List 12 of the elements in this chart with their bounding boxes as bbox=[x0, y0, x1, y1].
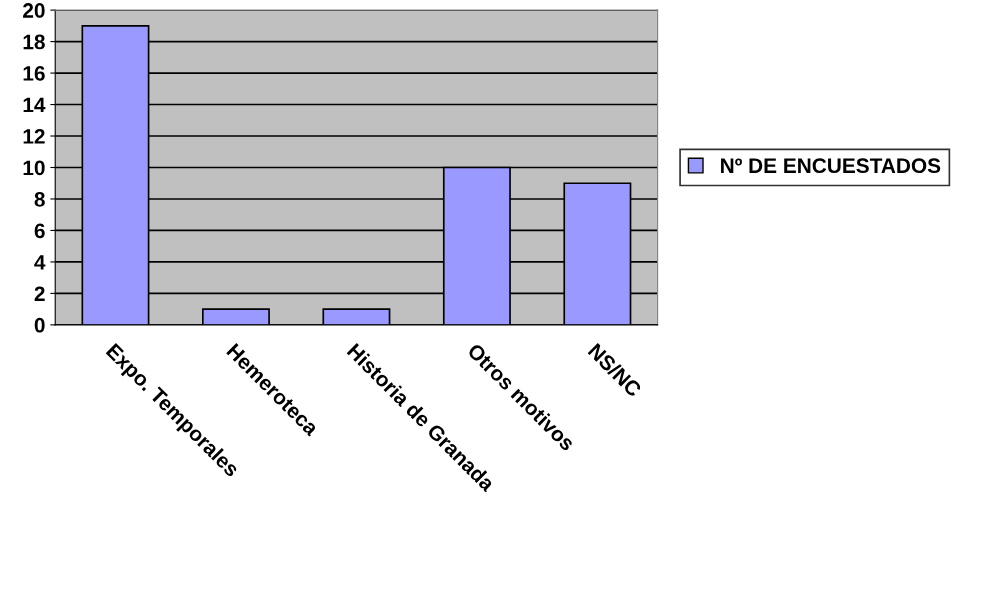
y-tick-label: 20 bbox=[23, 3, 45, 18]
y-tick-label: 18 bbox=[23, 34, 45, 50]
legend-label: Nº DE ENCUESTADOS bbox=[721, 158, 941, 174]
y-tick-label: 14 bbox=[23, 97, 46, 113]
y-tick-label: 2 bbox=[34, 286, 45, 301]
y-tick-label: 0 bbox=[34, 317, 45, 333]
y-tick-label: 16 bbox=[23, 66, 45, 81]
y-tick-label: 10 bbox=[23, 160, 45, 176]
y-tick-label: 6 bbox=[34, 223, 45, 239]
y-tick-label: 8 bbox=[34, 191, 45, 207]
y-tick-label: 12 bbox=[23, 129, 45, 144]
y-tick-label: 4 bbox=[34, 255, 46, 270]
